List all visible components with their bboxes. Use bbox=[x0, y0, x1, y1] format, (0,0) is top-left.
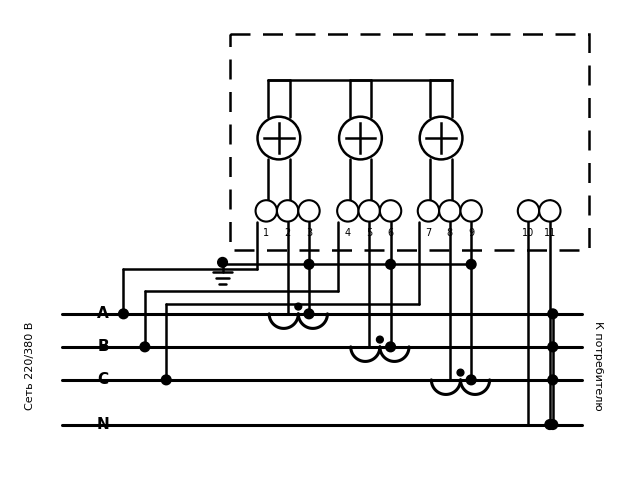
Circle shape bbox=[386, 259, 395, 269]
Circle shape bbox=[339, 117, 382, 160]
Circle shape bbox=[277, 200, 298, 222]
Circle shape bbox=[257, 117, 300, 160]
Text: 10: 10 bbox=[523, 228, 534, 239]
Text: 11: 11 bbox=[544, 228, 556, 239]
Text: 9: 9 bbox=[468, 228, 474, 239]
Circle shape bbox=[376, 336, 383, 343]
Circle shape bbox=[548, 309, 558, 319]
Text: К потребителю: К потребителю bbox=[594, 321, 603, 411]
Text: B: B bbox=[97, 339, 109, 354]
Circle shape bbox=[337, 200, 358, 222]
Text: 2: 2 bbox=[284, 228, 291, 239]
Text: A: A bbox=[97, 307, 109, 321]
Text: 8: 8 bbox=[447, 228, 453, 239]
Circle shape bbox=[460, 200, 482, 222]
Circle shape bbox=[466, 375, 476, 385]
Text: 6: 6 bbox=[387, 228, 394, 239]
Circle shape bbox=[420, 117, 462, 160]
Circle shape bbox=[457, 369, 464, 376]
Text: N: N bbox=[97, 417, 109, 432]
Circle shape bbox=[298, 200, 320, 222]
Text: 1: 1 bbox=[263, 228, 269, 239]
Circle shape bbox=[255, 200, 277, 222]
Circle shape bbox=[162, 375, 171, 385]
Circle shape bbox=[140, 342, 150, 352]
Circle shape bbox=[304, 259, 314, 269]
Circle shape bbox=[380, 200, 401, 222]
Circle shape bbox=[118, 309, 128, 319]
Circle shape bbox=[548, 375, 558, 385]
Circle shape bbox=[466, 259, 476, 269]
Circle shape bbox=[295, 303, 302, 310]
Circle shape bbox=[548, 342, 558, 352]
Text: 3: 3 bbox=[306, 228, 312, 239]
Text: 4: 4 bbox=[345, 228, 351, 239]
Text: C: C bbox=[97, 373, 109, 388]
Circle shape bbox=[304, 309, 314, 319]
Circle shape bbox=[439, 200, 460, 222]
Circle shape bbox=[518, 200, 539, 222]
Circle shape bbox=[548, 420, 558, 429]
Circle shape bbox=[358, 200, 380, 222]
Circle shape bbox=[539, 200, 560, 222]
Circle shape bbox=[545, 420, 555, 429]
Circle shape bbox=[418, 200, 439, 222]
Text: 5: 5 bbox=[366, 228, 372, 239]
Text: 7: 7 bbox=[425, 228, 431, 239]
Circle shape bbox=[386, 342, 395, 352]
Circle shape bbox=[218, 257, 228, 267]
Text: Сеть 220/380 В: Сеть 220/380 В bbox=[25, 322, 35, 411]
